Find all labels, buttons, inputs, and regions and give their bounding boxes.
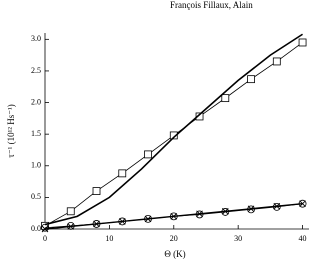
y-tick-label: 2.0 [31, 97, 41, 106]
y-tick-label: 1.0 [31, 161, 41, 170]
cross-marker [299, 200, 306, 208]
circle-marker [41, 223, 49, 232]
page: François Fillaux, Alain Θ (K) τ⁻¹ (10¹² … [6, 0, 309, 260]
y-axis-label: τ⁻¹ (10¹² Hs⁻¹) [6, 104, 16, 157]
square-marker [272, 57, 281, 66]
y-tick-label: 0.5 [31, 192, 41, 201]
square-marker [92, 187, 101, 195]
square-marker [221, 94, 230, 103]
cross-marker [221, 207, 229, 215]
series-line [44, 33, 303, 226]
x-tick-label: 20 [170, 234, 178, 243]
cross-marker [247, 205, 255, 213]
cross-marker [273, 202, 281, 210]
running-header: François Fillaux, Alain [170, 0, 253, 10]
square-marker [298, 38, 307, 47]
square-marker [169, 131, 178, 140]
x-tick-label: 0 [43, 234, 47, 243]
x-tick-label: 30 [234, 234, 242, 243]
cross-marker [41, 225, 49, 233]
square-marker [247, 75, 255, 84]
cross-marker [144, 215, 152, 223]
chart: François Fillaux, Alain Θ (K) τ⁻¹ (10¹² … [6, 0, 309, 259]
x-axis-label: Θ (K) [164, 249, 185, 259]
cross-marker [170, 213, 178, 220]
cross-marker [118, 218, 126, 225]
square-marker [195, 112, 204, 121]
x-tick-label: 40 [299, 234, 307, 243]
square-marker [66, 207, 75, 216]
square-marker [118, 169, 127, 178]
y-tick-label: 0.0 [31, 224, 41, 233]
y-tick-label: 3.0 [31, 34, 41, 43]
cross-marker [196, 210, 203, 218]
square-marker [144, 150, 152, 159]
cross-marker [67, 223, 75, 230]
x-tick-label: 10 [105, 234, 113, 243]
cross-marker [93, 220, 100, 228]
y-tick-label: 1.5 [31, 129, 41, 138]
y-tick-label: 2.5 [31, 66, 41, 75]
